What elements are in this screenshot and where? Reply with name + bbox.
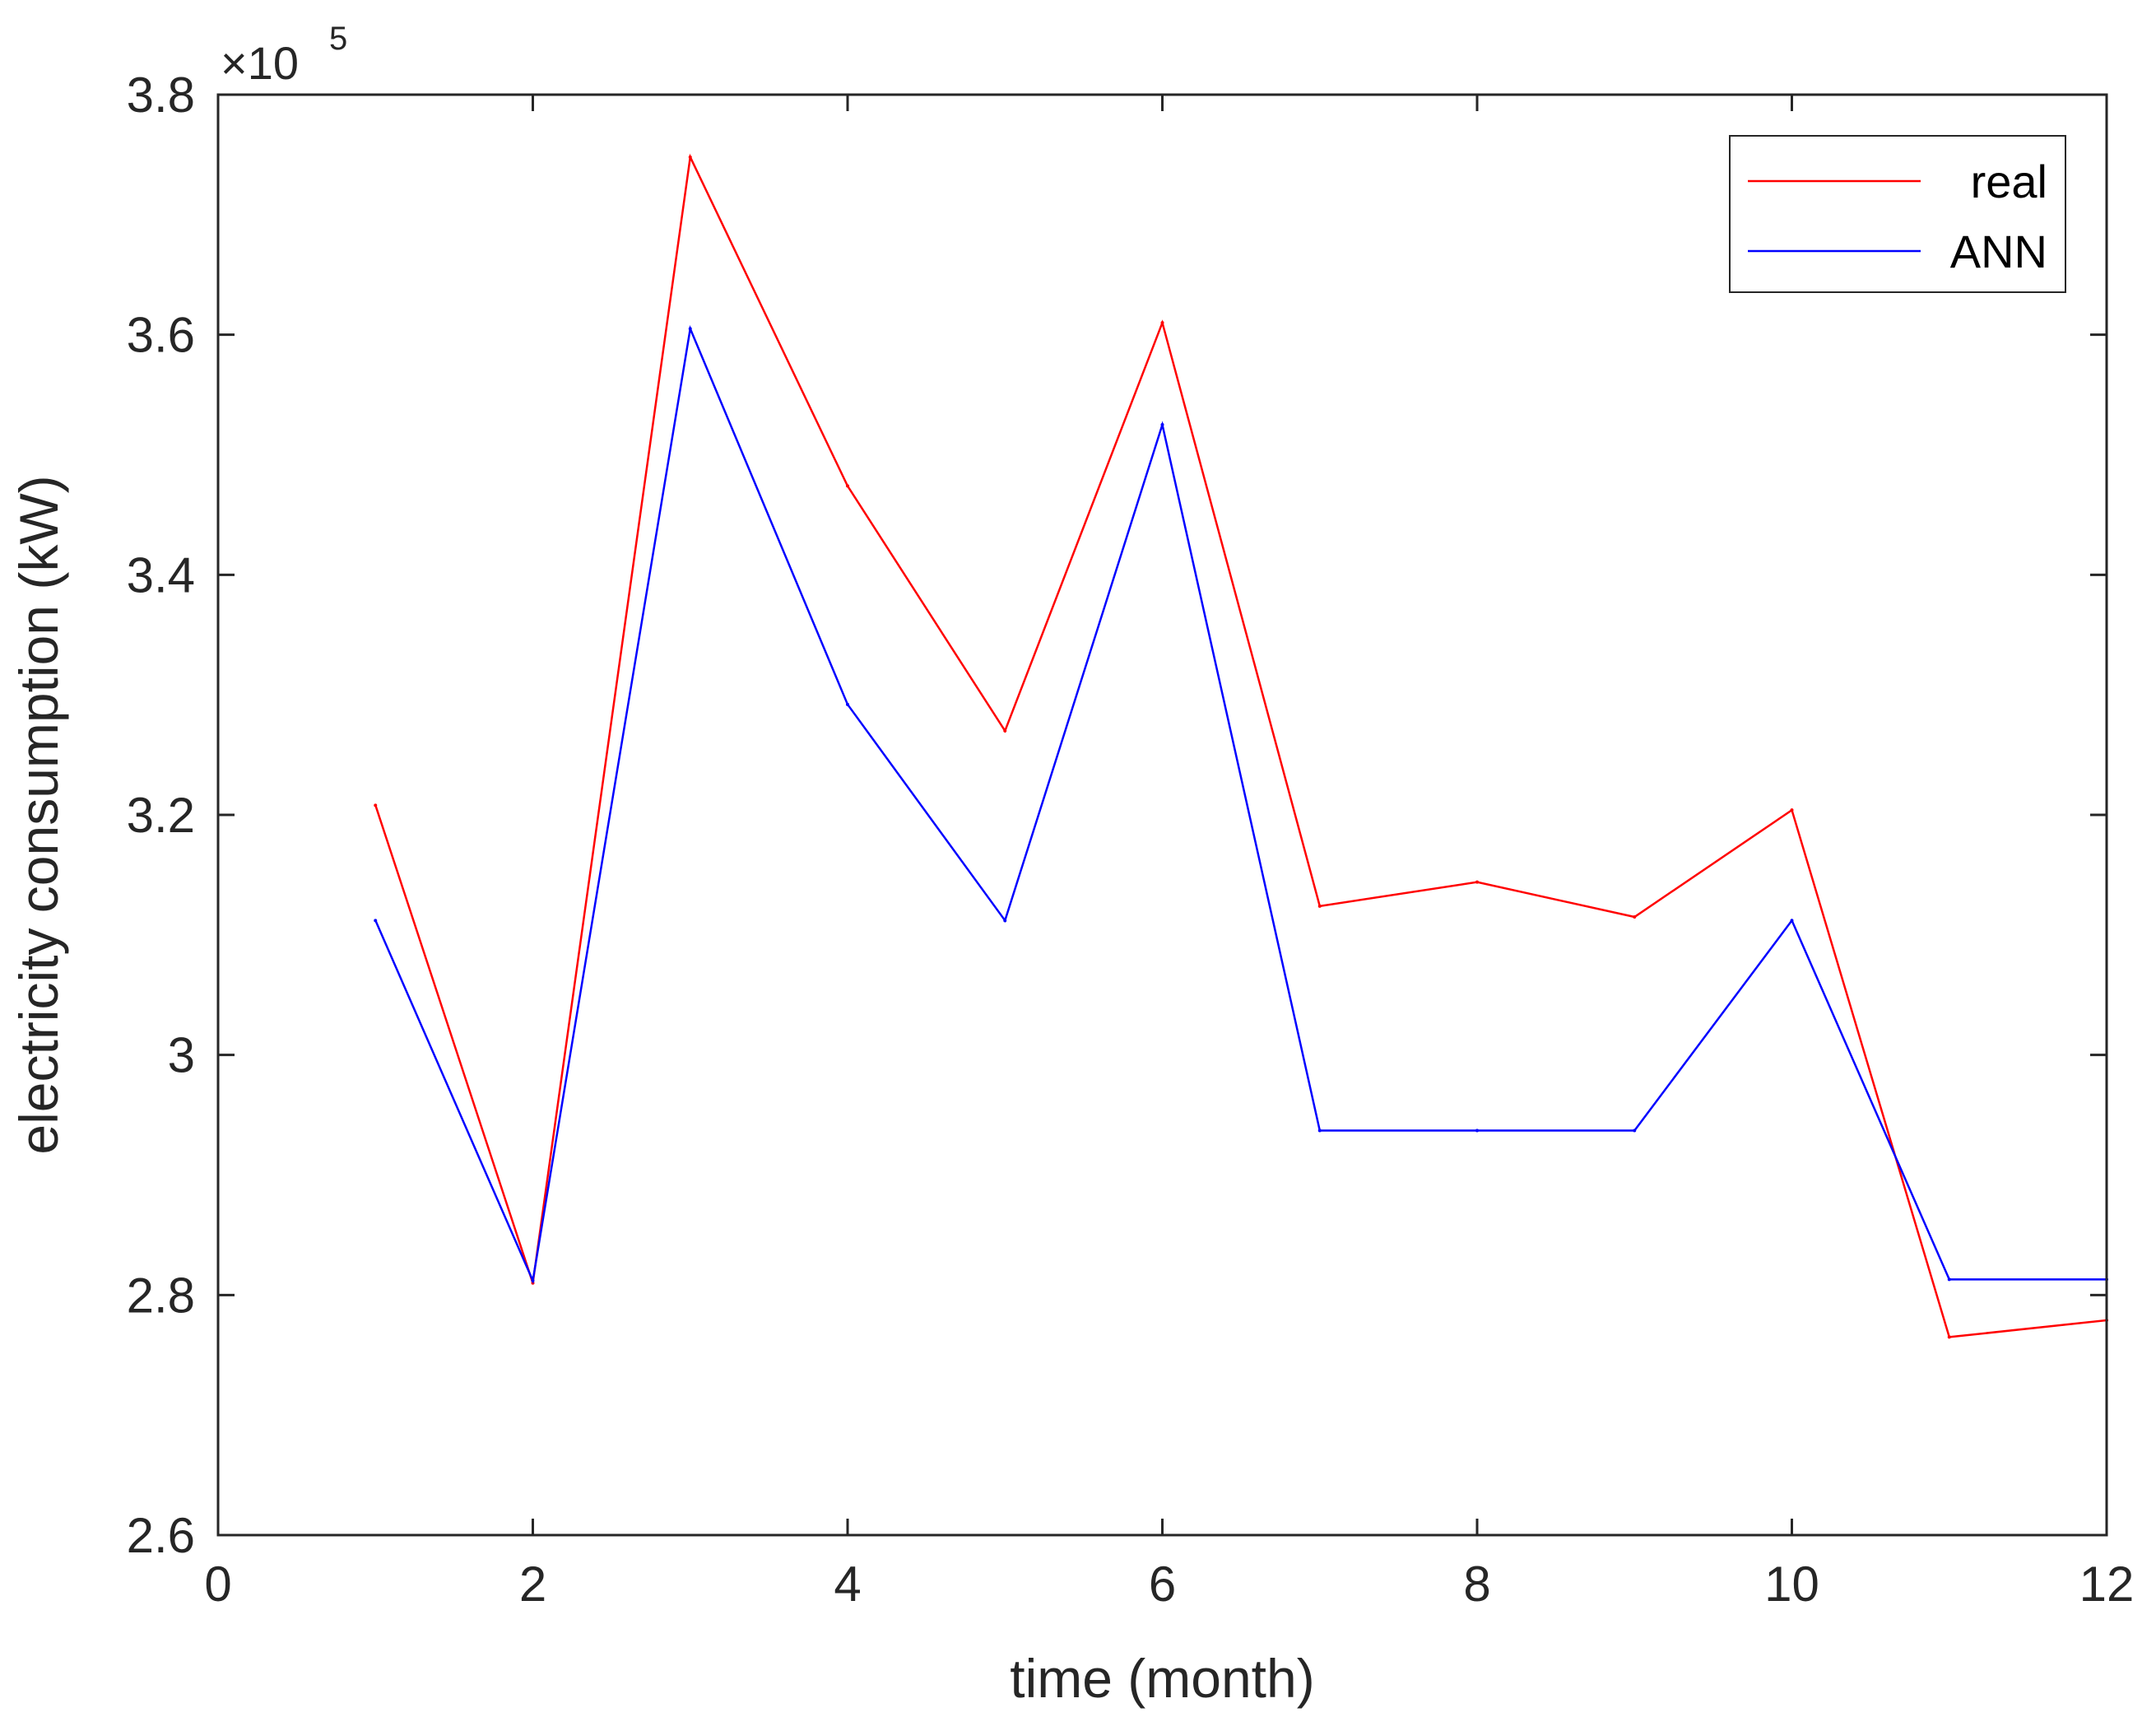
y-tick-label: 3.8 bbox=[127, 67, 195, 123]
y-axis-multiplier: ×10 bbox=[221, 37, 299, 89]
axes-box bbox=[216, 93, 2108, 1537]
data-point-ann bbox=[1475, 1128, 1479, 1133]
y-tick-label: 3.6 bbox=[127, 308, 195, 363]
y-tick-label: 3 bbox=[168, 1028, 195, 1083]
data-point-real bbox=[1790, 808, 1794, 812]
x-tick-label: 0 bbox=[204, 1557, 231, 1612]
tick-labels: 0 2 4 6 8 10 12 2.6 2.8 3 3.2 3.4 3.6 3.8 bbox=[127, 67, 2135, 1612]
data-point-ann bbox=[1317, 1128, 1322, 1133]
legend-box bbox=[1729, 135, 2066, 293]
y-tick-label: 2.8 bbox=[127, 1268, 195, 1323]
legend: real ANN bbox=[1729, 135, 2066, 293]
data-point-real bbox=[688, 155, 692, 159]
data-point-real bbox=[1475, 880, 1479, 884]
x-tick-label: 4 bbox=[834, 1557, 861, 1612]
y-tick-label: 3.2 bbox=[127, 788, 195, 843]
data-point-ann bbox=[1633, 1128, 1637, 1133]
data-point-ann bbox=[1790, 919, 1794, 923]
data-point-real bbox=[1633, 914, 1637, 919]
data-point-real bbox=[1947, 1335, 1951, 1339]
data-point-ann bbox=[531, 1278, 535, 1282]
x-axis-label: time (month) bbox=[1010, 1648, 1314, 1709]
data-point-ann bbox=[1003, 919, 1007, 923]
series-line-ann bbox=[374, 324, 2107, 1285]
data-point-real bbox=[846, 484, 849, 488]
data-point-ann bbox=[1947, 1277, 1951, 1282]
data-point-real bbox=[1160, 321, 1164, 325]
y-tick-label: 2.6 bbox=[127, 1508, 195, 1563]
x-tick-label: 2 bbox=[519, 1557, 546, 1612]
data-point-ann bbox=[1160, 423, 1164, 427]
data-point-real bbox=[1003, 728, 1007, 733]
y-axis-exponent: ×10 5 bbox=[221, 21, 347, 89]
data-point-ann bbox=[374, 919, 378, 923]
y-axis-multiplier-exponent: 5 bbox=[329, 21, 347, 57]
y-tick-label: 3.4 bbox=[127, 547, 195, 603]
series-line-real bbox=[374, 153, 2107, 1338]
data-point-ann bbox=[846, 702, 849, 706]
x-tick-label: 8 bbox=[1463, 1557, 1490, 1612]
x-tick-label: 12 bbox=[2079, 1557, 2135, 1612]
legend-label-real: real bbox=[1971, 156, 2047, 207]
y-axis-label: electricity consumption (kW) bbox=[8, 475, 69, 1154]
x-tick-label: 10 bbox=[1764, 1557, 1819, 1612]
data-point-ann bbox=[688, 327, 692, 331]
series-layer bbox=[374, 153, 2108, 1339]
data-point-real bbox=[1317, 904, 1322, 908]
data-point-real bbox=[374, 803, 378, 807]
x-tick-label: 6 bbox=[1149, 1557, 1176, 1612]
legend-label-ann: ANN bbox=[1950, 226, 2047, 277]
